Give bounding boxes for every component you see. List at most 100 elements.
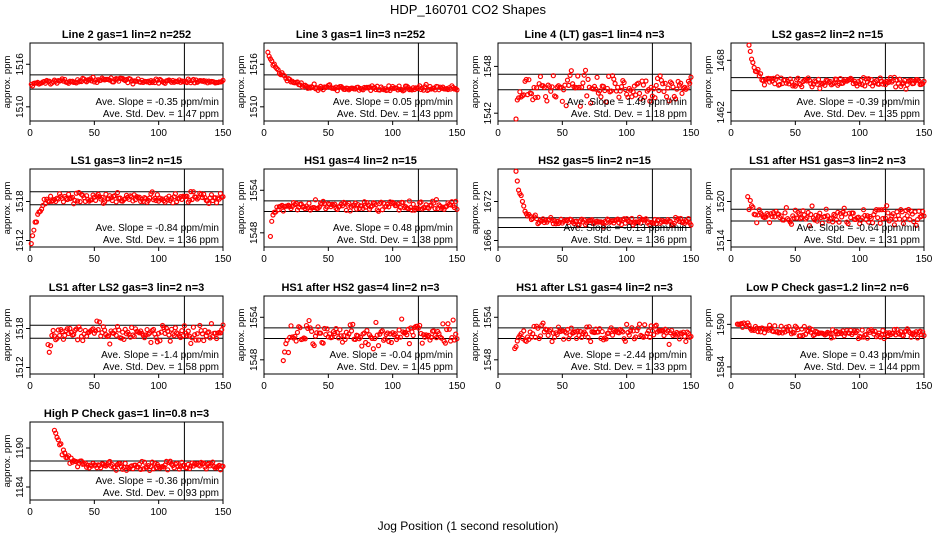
data-point bbox=[454, 87, 460, 93]
y-tick-label: 1590 bbox=[716, 313, 727, 336]
data-point bbox=[189, 335, 195, 341]
data-points bbox=[28, 189, 226, 247]
data-point bbox=[201, 337, 207, 344]
y-tick-label: 1518 bbox=[15, 317, 26, 340]
data-point bbox=[193, 337, 199, 343]
data-point bbox=[197, 322, 203, 329]
data-point bbox=[428, 203, 434, 209]
data-point bbox=[674, 86, 680, 92]
data-point bbox=[312, 197, 319, 203]
data-point bbox=[537, 333, 544, 339]
data-point bbox=[669, 327, 675, 334]
data-point bbox=[777, 329, 783, 335]
panel-title: Low P Check gas=1.2 lin=2 n=6 bbox=[746, 282, 909, 294]
data-point bbox=[136, 461, 142, 467]
y-axis-label: approx. ppm bbox=[703, 182, 714, 235]
data-point bbox=[873, 206, 879, 213]
data-point bbox=[144, 326, 150, 333]
data-point bbox=[105, 333, 112, 339]
stddev-annotation: Ave. Std. Dev. = 1.47 ppm bbox=[103, 109, 219, 120]
y-tick-label: 1520 bbox=[716, 190, 727, 213]
data-point bbox=[513, 344, 519, 350]
data-point bbox=[913, 222, 919, 228]
data-point bbox=[877, 220, 883, 226]
data-point bbox=[561, 336, 567, 342]
data-point bbox=[804, 215, 810, 221]
data-point bbox=[651, 86, 657, 92]
panel-grid: Line 2 gas=1 lin=2 n=252 0 50 100 150 1510 151… bbox=[2, 29, 933, 518]
data-point bbox=[597, 88, 603, 94]
data-point bbox=[688, 333, 694, 340]
data-point bbox=[206, 329, 212, 335]
data-point bbox=[90, 74, 96, 80]
data-point bbox=[55, 437, 61, 443]
data-point bbox=[564, 77, 571, 83]
data-point bbox=[332, 330, 338, 337]
data-point bbox=[62, 450, 68, 456]
plot-frame bbox=[730, 295, 925, 375]
stddev-annotation: Ave. Std. Dev. = 1.45 ppm bbox=[337, 362, 453, 373]
data-point bbox=[864, 213, 870, 219]
data-point bbox=[365, 341, 371, 348]
data-point bbox=[808, 211, 814, 218]
x-tick-label: 50 bbox=[89, 128, 101, 139]
data-point bbox=[685, 215, 692, 222]
x-tick-label: 50 bbox=[323, 128, 335, 139]
data-point bbox=[453, 331, 459, 337]
data-point bbox=[573, 335, 580, 342]
data-point bbox=[841, 205, 847, 211]
data-point bbox=[604, 85, 610, 92]
data-point bbox=[311, 342, 317, 349]
slope-annotation: Ave. Slope = 1.49 ppm/min bbox=[567, 97, 687, 108]
data-point bbox=[309, 328, 315, 334]
data-point bbox=[131, 333, 137, 340]
data-point bbox=[662, 80, 668, 86]
slope-annotation: Ave. Slope = -0.35 ppm/min bbox=[96, 97, 220, 108]
data-point bbox=[442, 340, 449, 346]
x-tick-label: 50 bbox=[557, 128, 569, 139]
data-point bbox=[836, 219, 842, 225]
plot-frame bbox=[263, 168, 458, 248]
data-point bbox=[813, 212, 819, 218]
data-point bbox=[360, 205, 366, 211]
data-point bbox=[755, 66, 761, 73]
data-point bbox=[777, 81, 783, 88]
data-point bbox=[800, 332, 806, 338]
data-point bbox=[521, 328, 527, 334]
data-point bbox=[914, 335, 921, 341]
panel-title: Line 2 gas=1 lin=2 n=252 bbox=[62, 29, 191, 41]
data-point bbox=[590, 86, 596, 92]
x-tick-label: 150 bbox=[449, 254, 466, 265]
data-point bbox=[150, 466, 157, 472]
data-point bbox=[678, 80, 684, 86]
data-point bbox=[808, 329, 814, 335]
y-tick-label: 1542 bbox=[483, 102, 494, 125]
data-point bbox=[96, 319, 103, 325]
data-point bbox=[616, 94, 622, 100]
data-point bbox=[454, 206, 460, 212]
data-point bbox=[528, 91, 535, 97]
data-point bbox=[633, 334, 639, 340]
x-tick-label: 100 bbox=[851, 128, 868, 139]
data-point bbox=[891, 326, 898, 333]
y-tick-label: 1554 bbox=[483, 306, 494, 329]
data-point bbox=[572, 329, 578, 335]
y-axis-label: approx. ppm bbox=[236, 182, 247, 235]
y-axis-label: approx. ppm bbox=[2, 435, 13, 488]
data-point bbox=[912, 331, 918, 337]
data-point bbox=[554, 331, 560, 338]
data-point bbox=[373, 319, 379, 326]
x-tick-label: 50 bbox=[557, 254, 569, 265]
stddev-annotation: Ave. Std. Dev. = 1.35 ppm bbox=[804, 109, 920, 120]
data-point bbox=[666, 341, 672, 348]
y-tick-label: 1184 bbox=[15, 476, 26, 498]
data-point bbox=[747, 197, 753, 204]
data-point bbox=[553, 94, 559, 100]
data-point bbox=[149, 189, 155, 195]
x-tick-label: 150 bbox=[215, 381, 232, 392]
data-point bbox=[812, 217, 818, 223]
panel-title: High P Check gas=1 lin=0.8 n=3 bbox=[44, 408, 209, 420]
data-points bbox=[28, 74, 226, 89]
data-point bbox=[208, 321, 215, 327]
data-point bbox=[93, 328, 99, 334]
